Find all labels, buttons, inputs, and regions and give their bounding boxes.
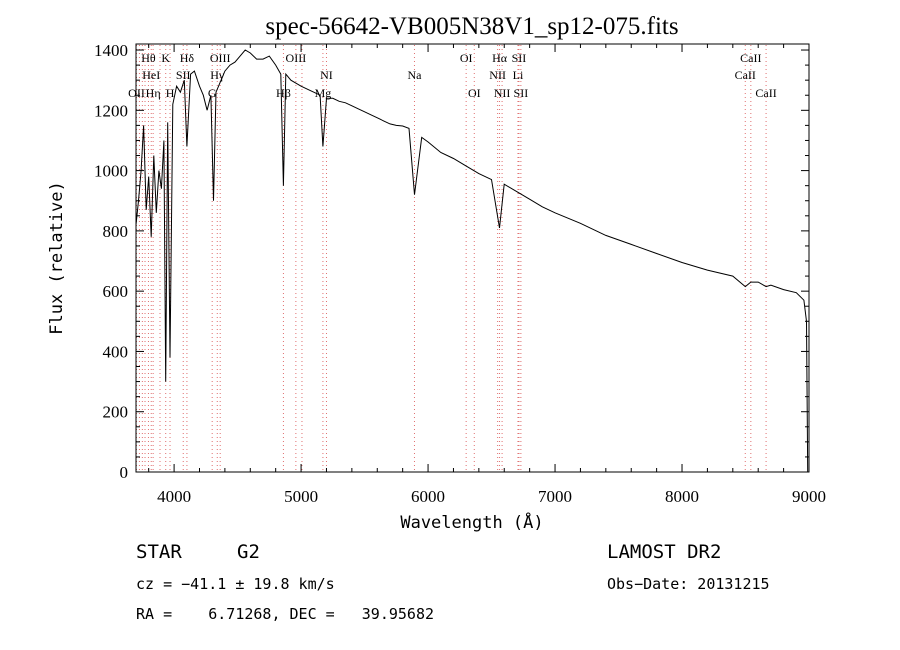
spectral-line-label: SII (514, 86, 529, 100)
spectral-line-label: H (166, 86, 175, 100)
redshift-velocity: cz = −41.1 ± 19.8 km/s (136, 575, 335, 593)
y-axis-label: Flux (relative) (47, 181, 67, 335)
spectral-line-label: HeI (142, 68, 160, 82)
spectral-line-label: CaII (735, 68, 756, 82)
spectral-line-label: Hβ (276, 86, 291, 100)
y-tick-label: 800 (103, 222, 129, 241)
spectral-line-label: Hδ (180, 51, 195, 65)
spectral-line-label: NII (489, 68, 506, 82)
object-class: STAR (136, 541, 182, 563)
spectral-line-label: Na (407, 68, 422, 82)
spectral-line-label: Mg (315, 86, 332, 100)
y-axis-ticks: 0 200 400 600 800 1000 1200 1400 (94, 41, 809, 482)
spectrum-series-line (135, 49, 809, 473)
y-tick-label: 1200 (94, 101, 128, 120)
x-tick-label: 8000 (665, 487, 699, 506)
spectral-line-label: OII (128, 86, 145, 100)
coordinates: RA = 6.71268, DEC = 39.95682 (136, 605, 435, 623)
x-tick-label: 7000 (538, 487, 572, 506)
x-axis-label: Wavelength (Å) (400, 511, 543, 533)
y-tick-label: 400 (103, 342, 129, 361)
x-tick-label: 5000 (284, 487, 318, 506)
observation-date: Obs−Date: 20131215 (607, 575, 770, 593)
y-tick-label: 0 (120, 463, 129, 482)
spectral-line-label: OIII (210, 51, 231, 65)
y-tick-label: 1400 (94, 41, 128, 60)
spectral-line-label: CaII (755, 86, 776, 100)
chart-title: spec-56642-VB005N38V1_sp12-075.fits (265, 13, 678, 40)
spectral-line-label: SII (176, 68, 191, 82)
y-tick-label: 200 (103, 403, 129, 422)
spectral-line-label: SII (512, 51, 527, 65)
spectral-line-label: OI (468, 86, 481, 100)
spectral-line-label: Li (513, 68, 524, 82)
spectral-line-label: Hθ (141, 51, 156, 65)
x-axis-ticks: 4000 5000 6000 7000 8000 9000 (148, 44, 826, 506)
spectral-line-label: Hη (146, 86, 161, 100)
spectral-line-label: Hα (492, 51, 508, 65)
spectral-line-label: OIII (286, 51, 307, 65)
plot-frame (135, 43, 810, 473)
y-tick-label: 600 (103, 282, 129, 301)
spectral-line-label: CaII (740, 51, 761, 65)
spectral-line-label: OI (460, 51, 473, 65)
spectral-line-label: K (161, 51, 170, 65)
y-tick-label: 1000 (94, 162, 128, 181)
spectral-line-label: G (208, 86, 217, 100)
subclass: G2 (237, 541, 260, 563)
spectral-line-label: NII (494, 86, 511, 100)
survey-name: LAMOST DR2 (607, 541, 722, 563)
x-tick-label: 4000 (157, 487, 191, 506)
x-tick-label: 6000 (411, 487, 445, 506)
x-tick-label: 9000 (792, 487, 826, 506)
spectral-line-label: NI (320, 68, 333, 82)
